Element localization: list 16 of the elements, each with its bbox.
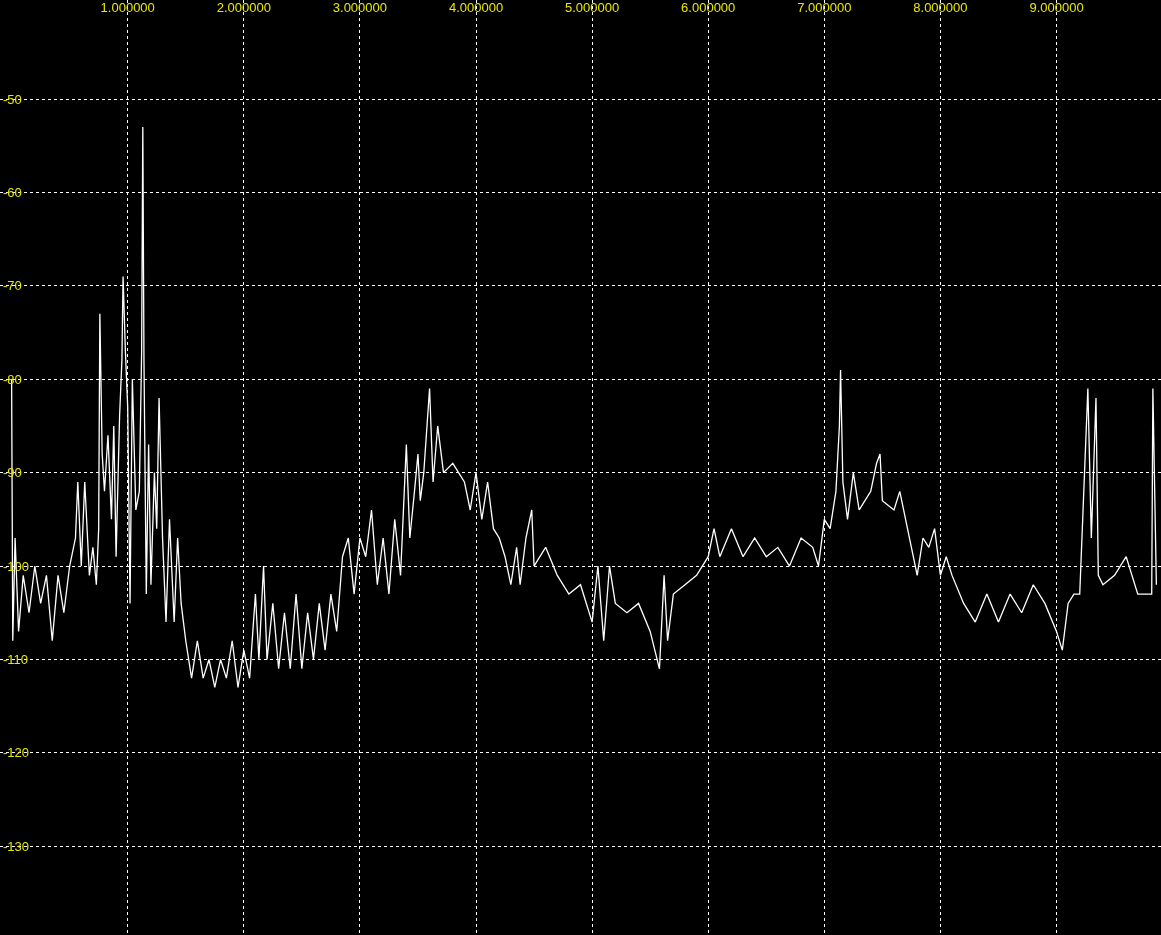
y-tick-label: -130: [3, 838, 30, 854]
y-tick-label: -50: [3, 91, 22, 107]
x-tick-label: 3.000000: [332, 0, 388, 16]
x-tick-label: 2.000000: [216, 0, 271, 16]
y-tick-label: -120: [3, 745, 30, 761]
x-tick-label: 1.000000: [100, 0, 155, 16]
x-tick-label: 9.000000: [1029, 0, 1084, 16]
x-tick-label: 5.000000: [564, 0, 620, 16]
y-tick-label: -110: [3, 652, 29, 667]
x-tick-label: 4.000000: [448, 0, 504, 16]
y-tick-label: -70: [3, 278, 22, 294]
x-tick-label: 6.000000: [681, 0, 736, 16]
x-tick-label: 7.000000: [797, 0, 852, 16]
y-tick-label: -80: [3, 371, 22, 387]
x-tick-label: 8.000000: [913, 0, 968, 16]
y-tick-label: -60: [3, 184, 22, 200]
